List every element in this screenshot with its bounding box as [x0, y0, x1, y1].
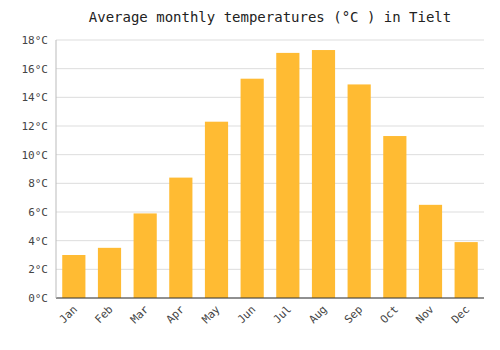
bar [276, 53, 299, 298]
bar [383, 136, 406, 298]
x-tick-label: Mar [128, 303, 152, 327]
x-tick-label: Jul [271, 303, 294, 326]
y-tick-label: 18°C [22, 34, 49, 47]
chart-title: Average monthly temperatures (°C ) in Ti… [89, 9, 451, 25]
grid-line [56, 126, 484, 127]
y-tick-label: 0°C [28, 292, 48, 305]
grid-line [56, 183, 484, 184]
bar [241, 79, 264, 298]
y-tick-label: 6°C [28, 206, 48, 219]
chart-container: Average monthly temperatures (°C ) in Ti… [0, 0, 500, 350]
grid-line [56, 68, 484, 69]
y-axis: 0°C 2°C 4°C 6°C 8°C 10°C 12°C 14°C 16°C 18°C [22, 34, 49, 305]
y-tick-label: 16°C [22, 63, 49, 76]
x-axis: Jan Feb Mar Apr May Jun Jul Aug Sep Oct Nov Dec [57, 303, 473, 327]
bar [169, 178, 192, 298]
grid [56, 40, 484, 298]
grid-line [56, 298, 484, 299]
x-tick-label: May [199, 303, 223, 327]
chart-svg: Average monthly temperatures (°C ) in Ti… [0, 0, 500, 350]
y-tick-label: 12°C [22, 120, 49, 133]
bar [98, 248, 121, 298]
x-tick-label: Oct [378, 303, 401, 326]
bar [312, 50, 335, 298]
bar [419, 205, 442, 298]
x-tick-label: Nov [413, 303, 437, 327]
x-tick-label: Jan [57, 303, 80, 326]
y-tick-label: 4°C [28, 235, 48, 248]
bar [205, 122, 228, 298]
x-tick-label: Jun [235, 303, 258, 326]
grid-line [56, 97, 484, 98]
x-tick-label: Feb [92, 303, 115, 326]
x-tick-label: Apr [164, 303, 188, 327]
x-tick-label: Aug [306, 303, 329, 326]
y-tick-label: 14°C [22, 91, 49, 104]
bar [62, 255, 85, 298]
y-tick-label: 8°C [28, 177, 48, 190]
bar [134, 213, 157, 298]
grid-line [56, 154, 484, 155]
bar [455, 242, 478, 298]
bars [62, 50, 478, 298]
y-tick-label: 2°C [28, 263, 48, 276]
grid-line [56, 40, 484, 41]
bar [348, 84, 371, 298]
x-axis-line [56, 298, 484, 299]
y-axis-line [56, 40, 57, 298]
y-tick-label: 10°C [22, 149, 49, 162]
x-tick-label: Sep [342, 303, 365, 326]
x-tick-label: Dec [449, 303, 472, 326]
